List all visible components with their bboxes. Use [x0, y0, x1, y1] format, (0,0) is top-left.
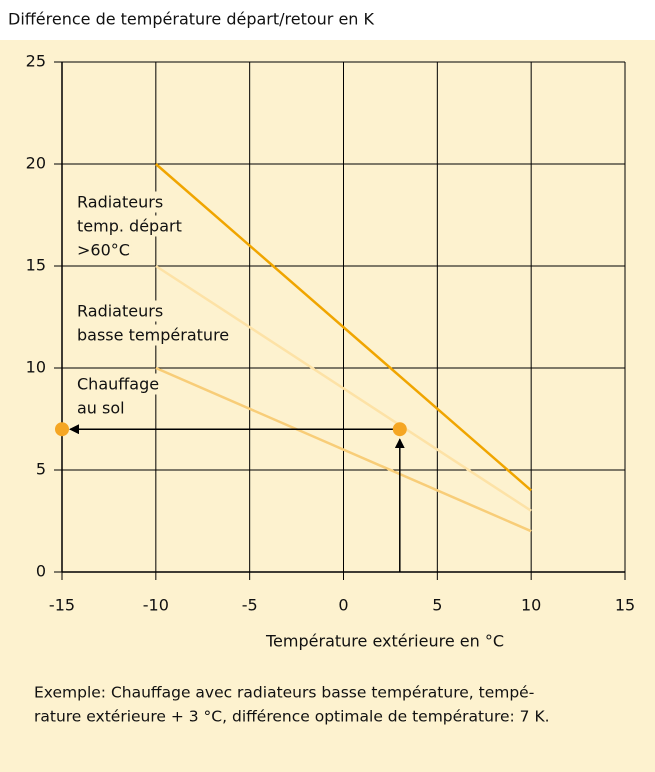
x-tick-label: -10	[143, 596, 169, 615]
series-line	[155, 163, 532, 492]
point	[392, 422, 407, 437]
caption: rature extérieure + 3 °C, différence opt…	[34, 708, 550, 726]
y-tick-label: 5	[36, 460, 46, 479]
x-axis-label: Température extérieure en °C	[265, 632, 504, 651]
label-background	[75, 373, 162, 395]
x-tick-label: 5	[432, 596, 442, 615]
series-label: Radiateurs	[77, 302, 163, 321]
y-tick-label: 25	[26, 52, 46, 71]
label-background	[75, 239, 132, 261]
series-label: Radiateurs	[77, 193, 163, 212]
y-tick-label: 15	[26, 256, 46, 275]
label-background	[75, 215, 184, 237]
point	[55, 422, 69, 437]
x-tick-label: -15	[49, 596, 75, 615]
x-tick-label: 15	[615, 596, 635, 615]
x-tick-label: -5	[242, 596, 258, 615]
x-tick-label: 0	[338, 596, 348, 615]
series-line	[155, 264, 532, 512]
label-background	[75, 191, 166, 213]
series-line	[155, 366, 532, 533]
series-label: >60°C	[77, 241, 130, 260]
series-label: temp. départ	[77, 217, 182, 236]
label-background	[75, 324, 232, 346]
y-tick-label: 0	[36, 562, 46, 581]
series-label: au sol	[77, 399, 125, 418]
label-background	[75, 397, 127, 419]
label-background	[75, 300, 166, 322]
series-label: Chauffage	[77, 375, 159, 394]
caption: Exemple: Chauffage avec radiateurs basse…	[34, 684, 534, 702]
series-label: basse température	[77, 326, 229, 345]
y-tick-label: 10	[26, 358, 46, 377]
y-tick-label: 20	[26, 154, 46, 173]
chart-title: Différence de température départ/retour …	[8, 10, 375, 29]
x-tick-label: 10	[521, 596, 541, 615]
